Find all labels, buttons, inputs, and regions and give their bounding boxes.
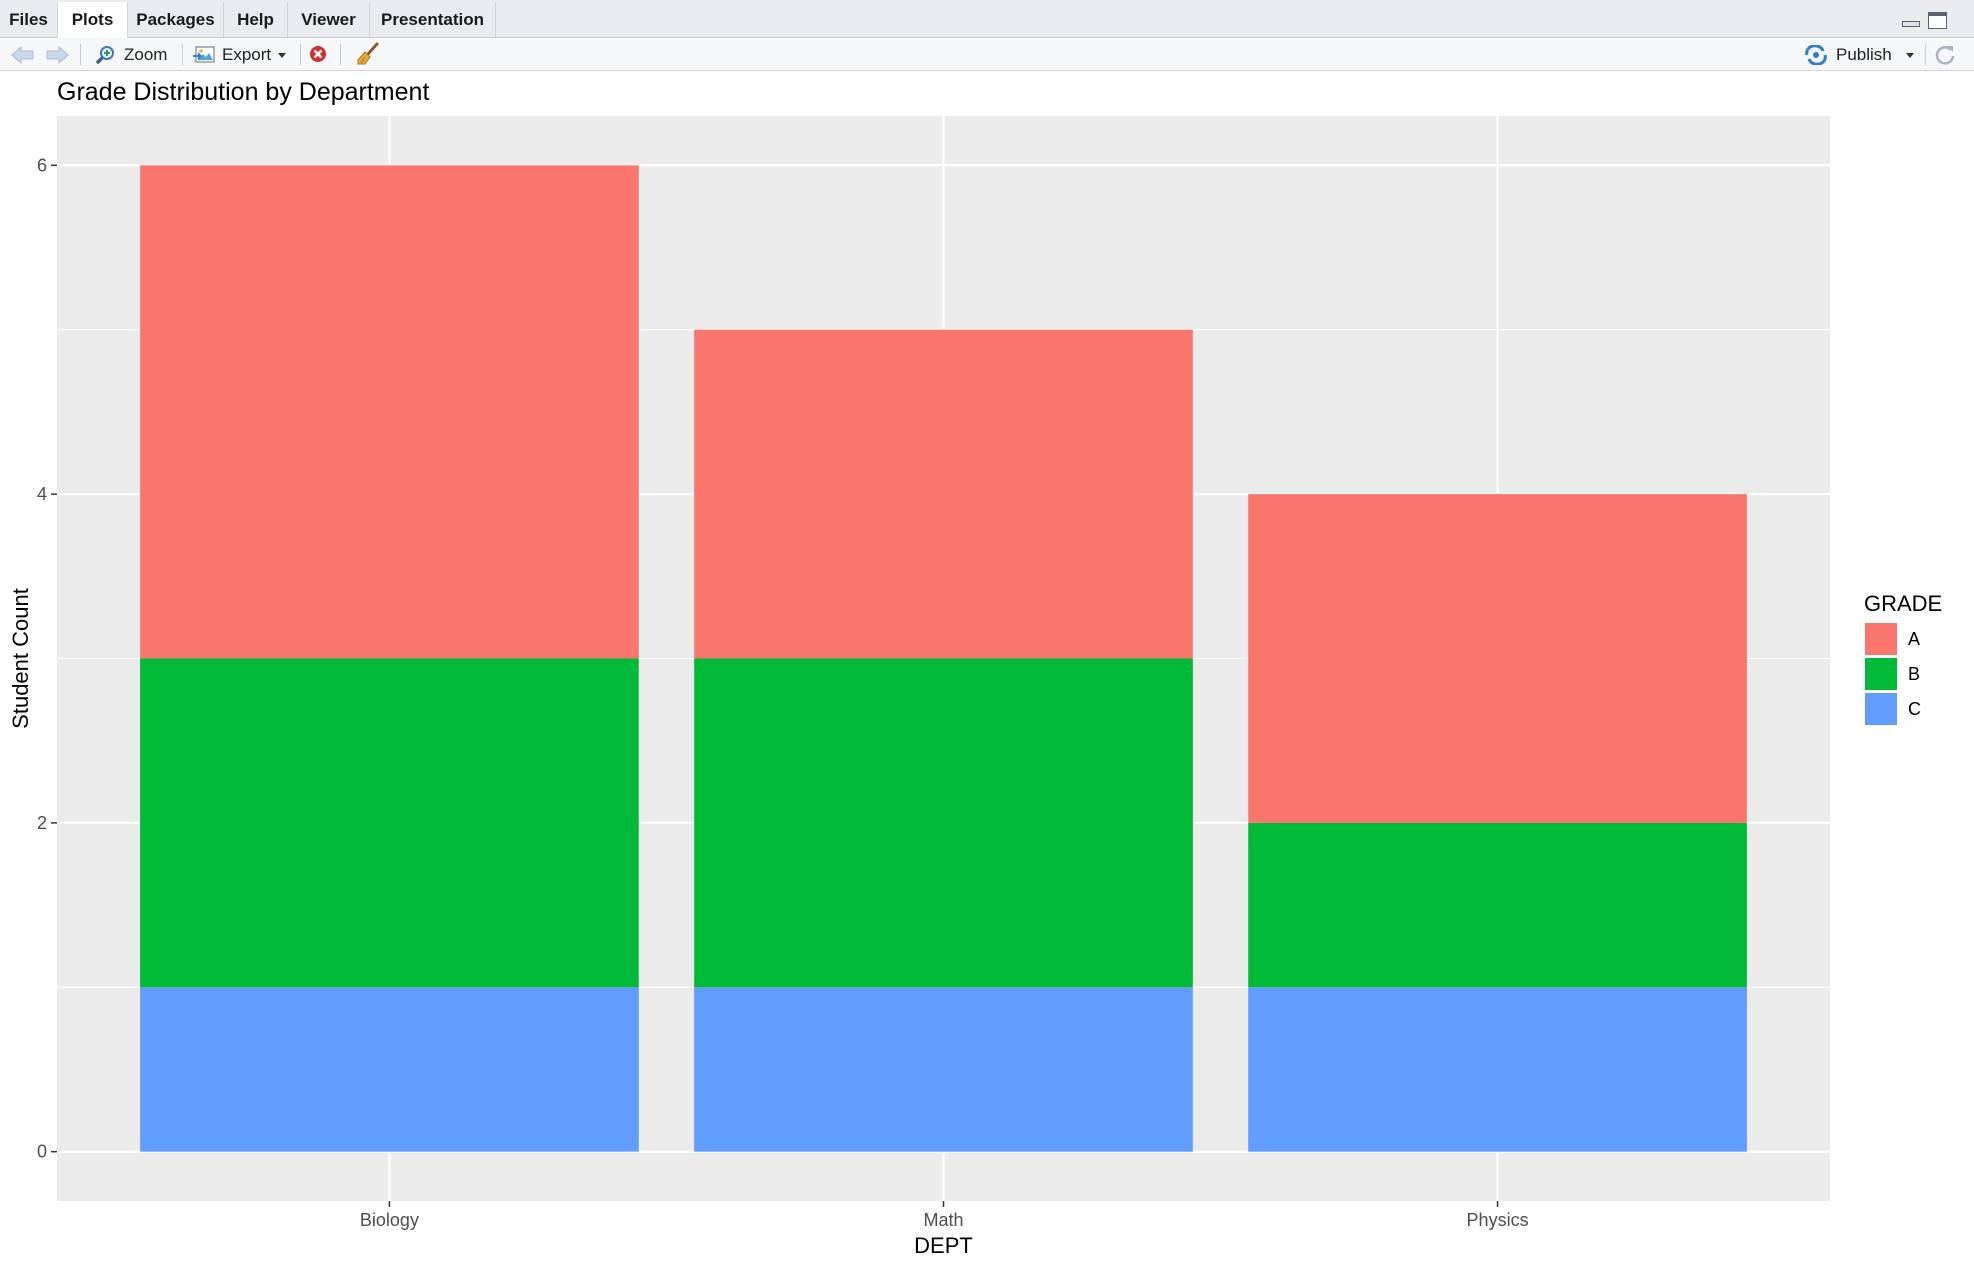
zoom-button[interactable]: Zoom [92, 38, 172, 71]
bar-math-grade-b [694, 658, 1193, 988]
publish-button[interactable]: Publish [1804, 38, 1916, 71]
publish-label: Publish [1836, 45, 1892, 64]
legend-title: GRADE [1864, 591, 1942, 616]
legend-label: B [1908, 664, 1920, 684]
chevron-down-icon [278, 53, 286, 58]
x-tick-label: Math [923, 1210, 963, 1230]
axes: 0 2 4 6 Biology Math Physics [37, 155, 1529, 1230]
minimize-pane-icon[interactable] [1902, 12, 1922, 29]
bar-biology-grade-a [140, 165, 639, 659]
legend-label: C [1908, 699, 1921, 719]
export-label: Export [222, 45, 272, 64]
legend-label: A [1908, 629, 1920, 649]
toolbar-separator [340, 44, 341, 65]
x-tick-label: Biology [360, 1210, 419, 1230]
broom-icon [357, 42, 379, 65]
toolbar-separator [300, 44, 301, 65]
publish-icon [1804, 44, 1828, 66]
export-button[interactable]: Export [192, 38, 290, 71]
zoom-label: Zoom [124, 45, 168, 64]
bar-math-grade-c [694, 987, 1193, 1152]
pane-tab-bar: Files Plots Packages Help Viewer Present… [0, 0, 1974, 39]
magnifier-zoom-icon [94, 44, 116, 66]
chevron-down-icon [1906, 53, 1914, 58]
legend-key-grade-b [1865, 658, 1897, 690]
toolbar-separator [80, 44, 81, 65]
remove-plot-icon [310, 46, 326, 62]
stacked-bar-chart: Grade Distribution by Department 0 2 4 6 Bio… [8, 78, 1942, 1258]
y-tick-label: 4 [37, 484, 47, 504]
legend: GRADE ABC [1864, 591, 1942, 725]
y-axis-title: Student Count [8, 588, 33, 729]
tab-presentation[interactable]: Presentation [370, 2, 496, 38]
bar-physics-grade-c [1248, 987, 1747, 1152]
legend-key-grade-c [1865, 693, 1897, 725]
legend-key-grade-a [1865, 623, 1897, 655]
chart-title: Grade Distribution by Department [57, 78, 429, 106]
export-image-icon [192, 44, 216, 66]
arrow-left-icon[interactable] [10, 45, 36, 65]
tab-plots[interactable]: Plots [58, 2, 128, 39]
toolbar-separator [182, 44, 183, 65]
bar-biology-grade-b [140, 658, 639, 988]
x-tick-label: Physics [1467, 1210, 1529, 1230]
tab-files[interactable]: Files [0, 2, 58, 38]
bar-math-grade-a [694, 329, 1193, 659]
plots-toolbar: Zoom Export [0, 38, 1974, 71]
x-axis-title: DEPT [914, 1233, 973, 1258]
remove-plot-button[interactable] [308, 44, 328, 64]
refresh-button[interactable] [1934, 44, 1956, 66]
y-tick-label: 2 [37, 813, 47, 833]
clear-all-plots-button[interactable] [356, 42, 380, 66]
y-tick-label: 6 [37, 155, 47, 175]
tab-viewer[interactable]: Viewer [288, 2, 370, 38]
tab-packages[interactable]: Packages [128, 2, 224, 38]
maximize-pane-icon[interactable] [1928, 12, 1948, 29]
toolbar-separator [1925, 44, 1926, 65]
bar-physics-grade-a [1248, 494, 1747, 823]
arrow-right-icon[interactable] [44, 45, 70, 65]
tab-help[interactable]: Help [224, 2, 288, 38]
y-tick-label: 0 [37, 1142, 47, 1162]
bars [140, 165, 1747, 1152]
bar-physics-grade-b [1248, 822, 1747, 988]
refresh-icon [1935, 46, 1955, 65]
bar-biology-grade-c [140, 987, 639, 1152]
